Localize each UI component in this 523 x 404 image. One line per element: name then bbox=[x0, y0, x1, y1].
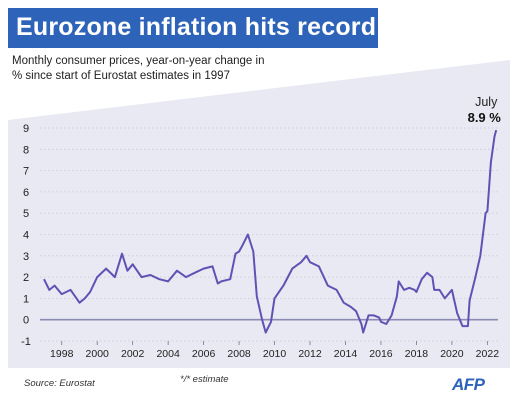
x-tick-label: 2002 bbox=[121, 348, 145, 360]
plot-background bbox=[8, 60, 510, 368]
annotation-label: July bbox=[475, 95, 498, 109]
y-tick-label: 5 bbox=[23, 208, 29, 220]
source-note: Source: Eurostat bbox=[24, 378, 95, 389]
x-tick-label: 2018 bbox=[405, 348, 429, 360]
x-tick-label: 2016 bbox=[369, 348, 393, 360]
y-tick-label: 4 bbox=[23, 230, 29, 242]
x-tick-label: 2020 bbox=[440, 348, 464, 360]
y-tick-label: 9 bbox=[23, 123, 29, 135]
chart-title: Eurozone inflation hits record bbox=[16, 13, 377, 41]
y-tick-label: -1 bbox=[21, 336, 31, 348]
x-tick-label: 2014 bbox=[334, 348, 358, 360]
x-tick-label: 2022 bbox=[476, 348, 500, 360]
x-tick-label: 2010 bbox=[263, 348, 287, 360]
y-axis-ticks: -1 0 1 2 3 4 5 6 7 8 9 bbox=[21, 123, 31, 348]
title-banner bbox=[8, 8, 378, 48]
y-tick-label: 6 bbox=[23, 187, 29, 199]
afp-logo: AFP bbox=[452, 375, 485, 394]
estimate-footnote: */* estimate bbox=[180, 374, 229, 385]
inflation-series-line bbox=[43, 129, 498, 334]
x-tick-label: 2008 bbox=[227, 348, 251, 360]
y-tick-label: 2 bbox=[23, 272, 29, 284]
y-tick-label: 1 bbox=[23, 293, 29, 305]
x-tick-label: 2012 bbox=[298, 348, 322, 360]
x-tick-label: 2000 bbox=[86, 348, 110, 360]
y-tick-label: 7 bbox=[23, 166, 29, 178]
x-tick-label: 1998 bbox=[50, 348, 74, 360]
chart-subtitle: Monthly consumer prices, year-on-year ch… bbox=[12, 55, 265, 82]
y-tick-label: 0 bbox=[23, 315, 29, 327]
y-tick-label: 3 bbox=[23, 251, 29, 263]
x-tick-label: 2006 bbox=[192, 348, 216, 360]
x-axis-ticks: 1998 2000 2002 2004 2006 2008 2010 2012 2014 2016… bbox=[50, 341, 499, 360]
y-tick-label: 8 bbox=[23, 144, 29, 156]
annotation-value: 8.9 % bbox=[468, 110, 502, 125]
x-tick-label: 2004 bbox=[156, 348, 180, 360]
grid-lines bbox=[40, 127, 498, 342]
